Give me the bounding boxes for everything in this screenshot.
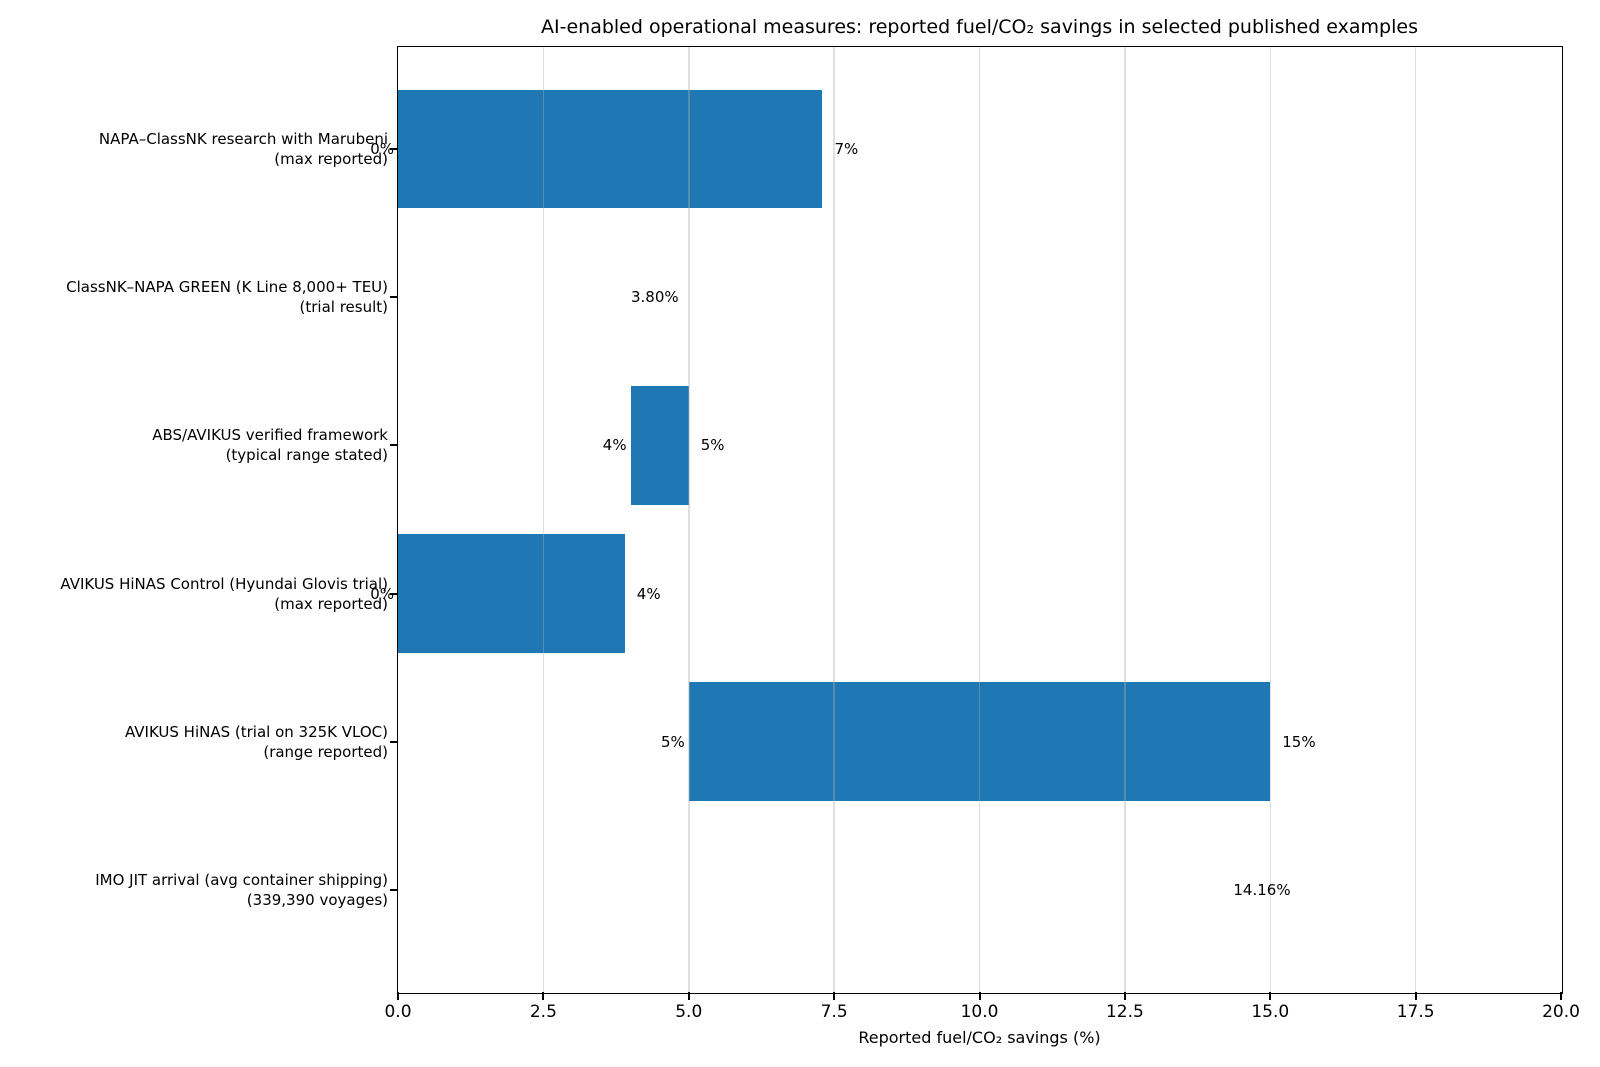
bar-max-label: 15% xyxy=(1282,732,1316,751)
category-label-line1: NAPA–ClassNK research with Marubeni xyxy=(98,130,388,149)
category-label-line1: AVIKUS HiNAS (trial on 325K VLOC) xyxy=(124,722,388,741)
gridline xyxy=(1414,47,1417,992)
bar-min-label: 5% xyxy=(660,732,685,751)
category-label-line1: AVIKUS HiNAS Control (Hyundai Glovis tri… xyxy=(60,574,388,593)
x-tick-label: 10.0 xyxy=(960,1002,999,1022)
x-tick-label: 12.5 xyxy=(1105,1002,1144,1022)
bar-min-label: 0% xyxy=(370,140,394,159)
bar xyxy=(398,534,625,653)
bar-max-label: 5% xyxy=(700,436,725,455)
bar-max-label: 14.16% xyxy=(1233,880,1291,899)
category-label: NAPA–ClassNK research with Marubeni (max … xyxy=(99,129,388,169)
x-tick-mark xyxy=(687,992,690,1000)
x-tick-label: 2.5 xyxy=(529,1002,557,1022)
category-label: AVIKUS HiNAS Control (Hyundai Glovis tri… xyxy=(60,574,388,614)
x-tick-label: 5.0 xyxy=(675,1002,703,1022)
category-label-line2: (max reported) xyxy=(274,594,388,613)
category-label: ClassNK–NAPA GREEN (K Line 8,000+ TEU) (t… xyxy=(66,277,388,317)
bar xyxy=(630,386,689,505)
bar xyxy=(688,682,1271,801)
x-tick-mark xyxy=(978,992,981,1000)
bar-min-label: 0% xyxy=(370,584,394,603)
x-tick-mark xyxy=(397,992,399,1000)
bar-min-label: 4% xyxy=(602,436,627,455)
x-tick-mark xyxy=(1269,992,1272,1000)
x-tick-label: 15.0 xyxy=(1251,1002,1290,1022)
y-tick-mark xyxy=(390,592,398,595)
x-tick-label: 7.5 xyxy=(820,1002,848,1022)
x-tick-mark xyxy=(1560,992,1562,1000)
bar-max-label: 4% xyxy=(636,584,661,603)
bar-max-label: 7% xyxy=(834,140,859,159)
bar xyxy=(398,89,823,209)
gridline xyxy=(688,47,690,992)
x-tick-mark xyxy=(1123,992,1126,1000)
category-label: ABS/AVIKUS verified framework (typical ra… xyxy=(152,425,388,465)
category-label-line2: (range reported) xyxy=(263,742,388,761)
category-label: IMO JIT arrival (avg container shipping)… xyxy=(95,870,388,910)
bar-max-label: 3.80% xyxy=(630,288,679,307)
x-axis-label: Reported fuel/CO₂ savings (%) xyxy=(858,1028,1101,1047)
category-label-line2: (trial result) xyxy=(299,298,388,317)
category-label-line2: (339,390 voyages) xyxy=(246,890,388,909)
gridline xyxy=(542,47,545,992)
gridline xyxy=(1269,47,1271,992)
x-tick-label: 17.5 xyxy=(1396,1002,1435,1022)
category-label-line1: ABS/AVIKUS verified framework xyxy=(152,426,388,445)
x-tick-label: 20.0 xyxy=(1542,1002,1580,1022)
y-tick-mark xyxy=(390,148,398,151)
x-tick-mark xyxy=(542,992,545,1000)
chart-title: AI-enabled operational measures: reporte… xyxy=(541,16,1418,38)
category-label-line2: (typical range stated) xyxy=(225,446,388,465)
y-tick-mark xyxy=(390,740,398,743)
category-label-line2: (max reported) xyxy=(274,150,388,169)
y-tick-mark xyxy=(390,888,398,891)
y-tick-mark xyxy=(390,296,398,299)
x-tick-mark xyxy=(1414,992,1417,1000)
category-label: AVIKUS HiNAS (trial on 325K VLOC) (range … xyxy=(125,722,388,762)
gridline xyxy=(833,47,835,992)
category-label-line1: IMO JIT arrival (avg container shipping) xyxy=(95,870,388,889)
x-tick-label: 0.0 xyxy=(384,1002,412,1022)
y-tick-mark xyxy=(390,444,398,447)
gridline xyxy=(1124,47,1126,992)
plot-area xyxy=(396,45,1563,994)
gridline xyxy=(978,47,981,992)
x-tick-mark xyxy=(833,992,836,1000)
category-label-line1: ClassNK–NAPA GREEN (K Line 8,000+ TEU) xyxy=(66,278,388,297)
